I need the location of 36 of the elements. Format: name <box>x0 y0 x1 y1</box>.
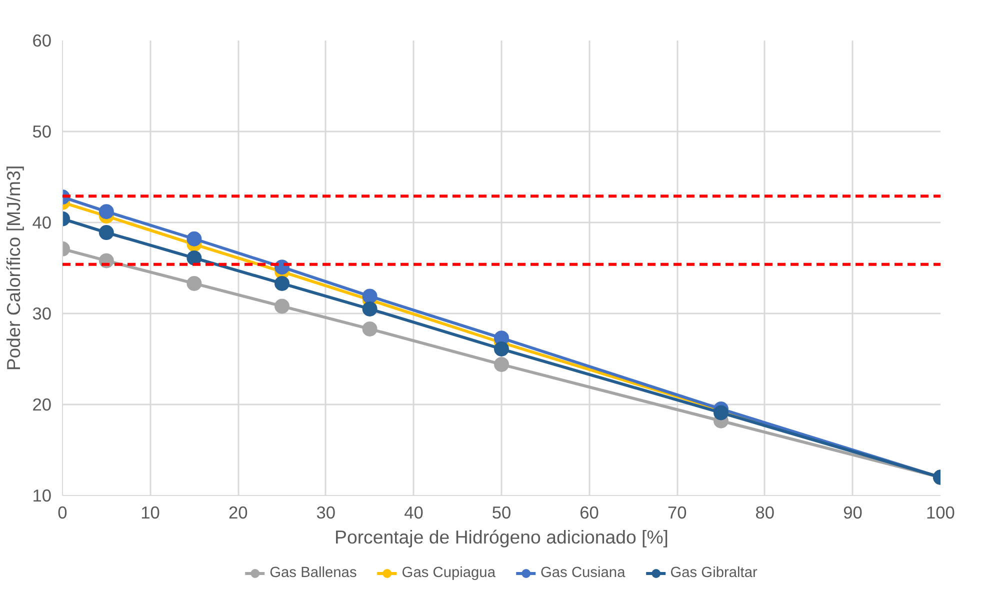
point <box>274 298 290 314</box>
x-tick-label: 100 <box>926 502 955 522</box>
y-axis-title: Poder Calorífico [MJ/m3] <box>3 165 24 371</box>
y-tick-label: 50 <box>32 122 52 142</box>
x-tick-label: 80 <box>755 502 775 522</box>
point <box>362 301 378 316</box>
legend-label: Gas Cusiana <box>540 564 626 580</box>
point <box>98 225 114 240</box>
x-axis-title: Porcentaje de Hidrógeno adicionado [%] <box>334 526 668 548</box>
legend-label: Gas Ballenas <box>270 564 357 580</box>
point <box>362 288 378 304</box>
legend-label: Gas Gibraltar <box>670 564 758 580</box>
x-tick-label: 30 <box>316 502 336 522</box>
point <box>274 276 290 291</box>
x-tick-label: 90 <box>843 502 862 522</box>
point <box>186 250 202 266</box>
y-tick-label: 20 <box>32 394 52 414</box>
y-tick-label: 60 <box>32 30 52 50</box>
point <box>494 356 509 372</box>
point <box>494 342 509 356</box>
legend-label: Gas Cupiagua <box>402 564 496 580</box>
point <box>186 276 202 291</box>
x-tick-label: 50 <box>492 502 512 522</box>
x-tick-label: 70 <box>667 502 687 522</box>
point <box>186 231 202 246</box>
point <box>714 405 728 420</box>
point <box>362 321 378 336</box>
x-tick-label: 0 <box>58 502 68 522</box>
x-tick-label: 40 <box>404 502 424 522</box>
y-tick-label: 30 <box>32 304 52 324</box>
point <box>98 204 114 220</box>
x-tick-label: 10 <box>140 502 160 522</box>
x-tick-label: 60 <box>580 502 599 522</box>
y-tick-label: 40 <box>32 212 52 232</box>
y-tick-label: 10 <box>32 486 52 506</box>
x-tick-label: 20 <box>228 502 248 522</box>
